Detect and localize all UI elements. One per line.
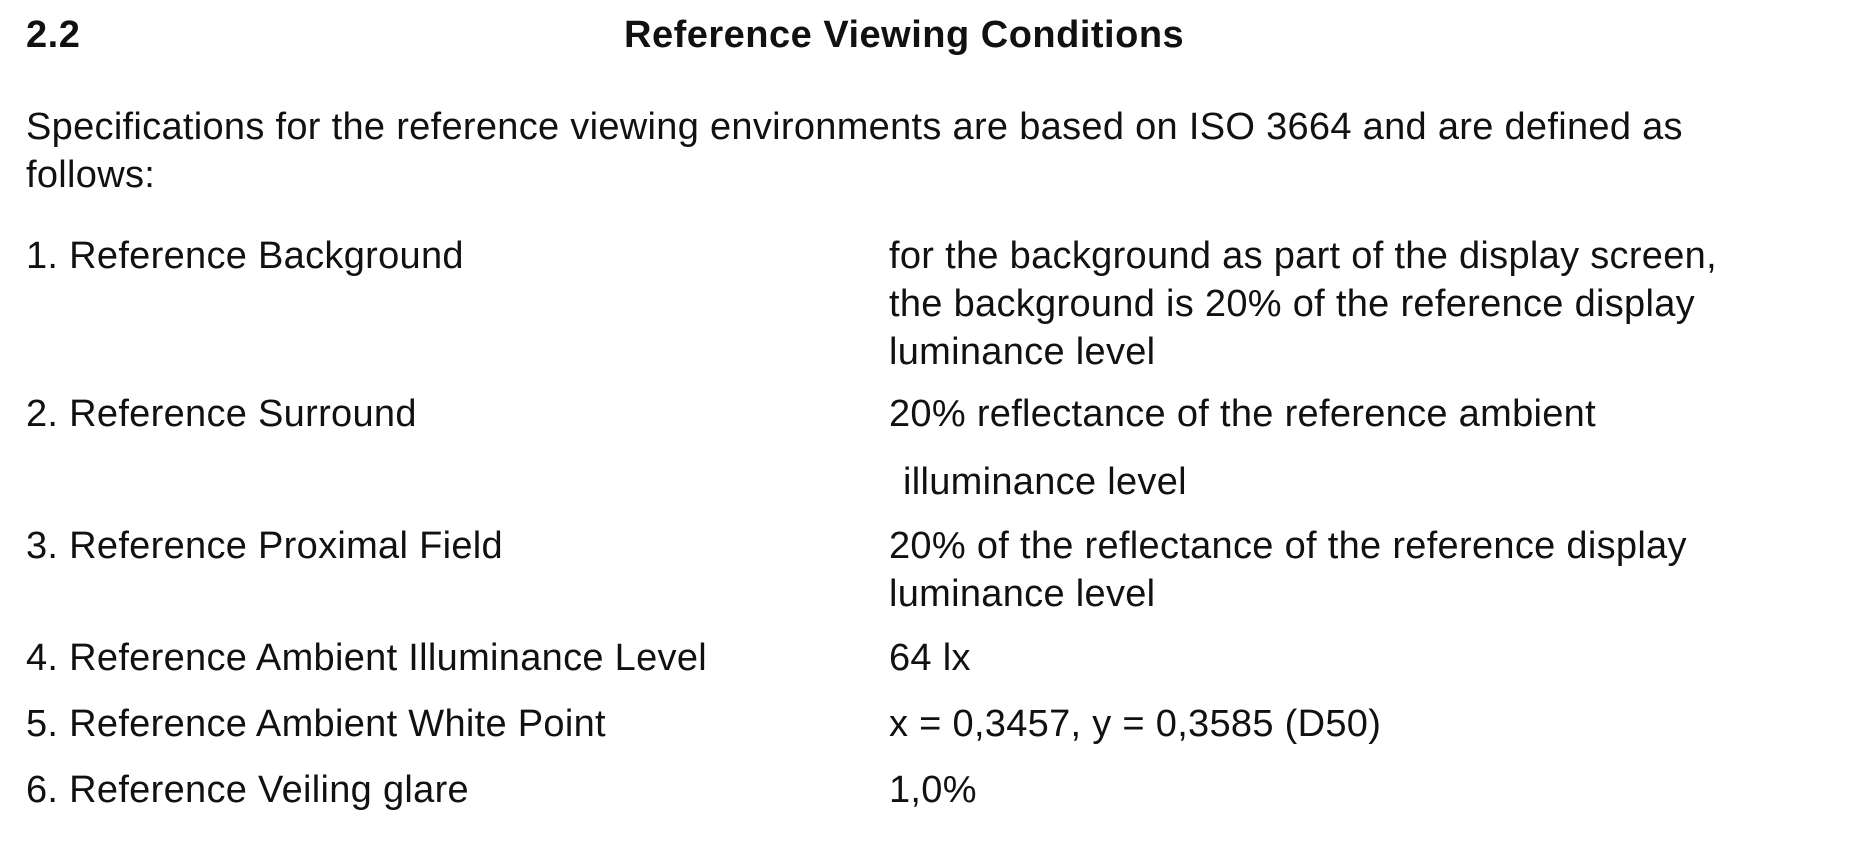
intro-line-1: Specifications for the reference viewing… [26, 106, 1683, 148]
spec-item-value: x = 0,3457, y = 0,3585 (D50) [889, 700, 1829, 748]
spec-value-line: 20% of the reflectance of the reference … [889, 525, 1687, 567]
spec-item-label: 2. Reference Surround [26, 393, 417, 435]
spec-item-label: 3. Reference Proximal Field [26, 525, 503, 567]
intro-paragraph: Specifications for the reference viewing… [26, 103, 1826, 199]
spec-item-label: 5. Reference Ambient White Point [26, 703, 606, 745]
spec-value-line: for the background as part of the displa… [889, 235, 1717, 277]
spec-value-line: luminance level [889, 331, 1156, 373]
spec-value-line: x = 0,3457, y = 0,3585 (D50) [889, 703, 1382, 745]
spec-value-line: 20% reflectance of the reference ambient [889, 393, 1596, 435]
section-number: 2.2 [26, 14, 81, 56]
section-title: Reference Viewing Conditions [624, 14, 1185, 56]
spec-item-label: 6. Reference Veiling glare [26, 769, 469, 811]
spec-item-label: 1. Reference Background [26, 235, 464, 277]
spec-item-label: 4. Reference Ambient Illuminance Level [26, 637, 708, 679]
spec-item-value: for the background as part of the displa… [889, 232, 1829, 376]
spec-value-line: illuminance level [903, 461, 1187, 503]
spec-item-value: 64 lx [889, 634, 1829, 682]
spec-value-line: 1,0% [889, 769, 977, 811]
section-heading: 2.2 Reference Viewing Conditions [26, 14, 1826, 64]
spec-item-value: 1,0% [889, 766, 1829, 814]
spec-item-value: 20% of the reflectance of the reference … [889, 522, 1829, 618]
spec-value-line: the background is 20% of the reference d… [889, 283, 1695, 325]
spec-item-value: 20% reflectance of the reference ambient… [889, 390, 1829, 506]
intro-line-2: follows: [26, 154, 156, 196]
spec-value-line: 64 lx [889, 637, 971, 679]
spec-value-line: luminance level [889, 573, 1156, 615]
